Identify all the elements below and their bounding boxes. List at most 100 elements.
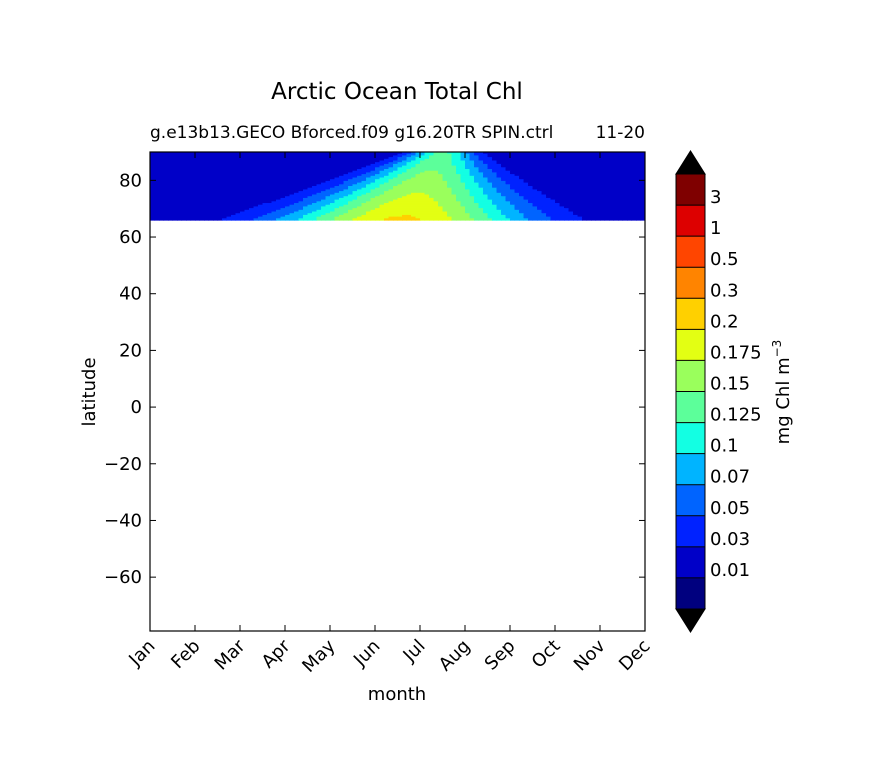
heatmap-cell <box>604 160 610 163</box>
heatmap-cell <box>451 180 457 184</box>
heatmap-cell <box>303 169 309 172</box>
heatmap-cell <box>469 152 475 155</box>
heatmap-cell <box>582 179 588 182</box>
heatmap-cell <box>447 201 453 204</box>
heatmap-cell <box>483 180 489 184</box>
heatmap-cell <box>586 199 592 202</box>
heatmap-cell <box>415 203 421 206</box>
heatmap-cell <box>523 189 529 192</box>
heatmap-cell <box>438 189 444 192</box>
heatmap-cell <box>249 180 255 184</box>
heatmap-cell <box>294 179 300 182</box>
heatmap-cell <box>190 187 196 191</box>
heatmap-cell <box>501 170 507 174</box>
heatmap-cell <box>298 179 304 182</box>
heatmap-cell <box>172 191 178 194</box>
heatmap-cell <box>559 152 565 155</box>
heatmap-cell <box>249 214 255 218</box>
heatmap-cell <box>415 189 421 192</box>
heatmap-cell <box>330 211 336 214</box>
heatmap-cell <box>186 179 192 182</box>
heatmap-cell <box>303 189 309 192</box>
heatmap-cell <box>406 196 412 199</box>
heatmap-cell <box>294 216 300 219</box>
heatmap-cell <box>316 201 322 204</box>
heatmap-cell <box>523 157 529 160</box>
heatmap-cell <box>352 196 358 199</box>
heatmap-cell <box>379 192 385 196</box>
heatmap-cell <box>289 211 295 214</box>
heatmap-cell <box>253 214 259 218</box>
heatmap-cell <box>199 170 205 174</box>
heatmap-cell <box>438 177 444 180</box>
heatmap-cell <box>213 208 219 211</box>
heatmap-cell <box>573 211 579 214</box>
heatmap-cell <box>357 206 363 209</box>
heatmap-cell <box>163 170 169 174</box>
heatmap-cell <box>154 152 160 155</box>
heatmap-cell <box>487 218 493 221</box>
heatmap-cell <box>550 172 556 175</box>
heatmap-cell <box>451 218 457 221</box>
heatmap-cell <box>541 170 547 174</box>
heatmap-cell <box>249 206 255 209</box>
heatmap-cell <box>447 158 453 162</box>
heatmap-cell <box>483 208 489 211</box>
heatmap-cell <box>321 152 327 155</box>
heatmap-cell <box>159 175 165 179</box>
heatmap-cell <box>339 204 345 208</box>
heatmap-cell <box>267 167 273 170</box>
heatmap-cell <box>177 186 183 189</box>
heatmap-cell <box>501 201 507 204</box>
heatmap-cell <box>505 197 511 201</box>
heatmap-cell <box>190 213 196 216</box>
heatmap-cell <box>267 179 273 182</box>
heatmap-cell <box>433 170 439 174</box>
heatmap-cell <box>465 162 471 165</box>
heatmap-cell <box>640 167 645 170</box>
heatmap-cell <box>271 191 277 194</box>
heatmap-cell <box>627 169 633 172</box>
heatmap-cell <box>460 214 466 218</box>
heatmap-cell <box>442 201 448 204</box>
heatmap-cell <box>397 175 403 179</box>
heatmap-cell <box>609 167 615 170</box>
heatmap-cell <box>163 214 169 218</box>
heatmap-cell <box>523 191 529 194</box>
heatmap-cell <box>217 158 223 162</box>
heatmap-cell <box>199 163 205 167</box>
heatmap-cell <box>312 160 318 163</box>
heatmap-cell <box>186 191 192 194</box>
heatmap-cell <box>370 179 376 182</box>
heatmap-cell <box>334 211 340 214</box>
heatmap-cell <box>618 182 624 185</box>
heatmap-cell <box>424 196 430 199</box>
heatmap-cell <box>343 218 349 221</box>
heatmap-cell <box>330 155 336 158</box>
heatmap-cell <box>636 196 642 199</box>
heatmap-cell <box>631 177 637 180</box>
heatmap-cell <box>253 201 259 204</box>
heatmap-cell <box>217 170 223 174</box>
heatmap-cell <box>258 194 264 197</box>
heatmap-cell <box>429 204 435 208</box>
heatmap-cell <box>447 174 453 177</box>
heatmap-cell <box>348 197 354 201</box>
heatmap-cell <box>586 175 592 179</box>
heatmap-cell <box>600 208 606 211</box>
heatmap-cell <box>546 180 552 184</box>
heatmap-cell <box>321 196 327 199</box>
heatmap-cell <box>595 218 601 221</box>
heatmap-cell <box>181 211 187 214</box>
heatmap-cell <box>483 162 489 165</box>
heatmap-cell <box>366 201 372 204</box>
heatmap-cell <box>595 167 601 170</box>
heatmap-cell <box>640 152 645 155</box>
heatmap-cell <box>640 203 645 206</box>
heatmap-cell <box>199 192 205 196</box>
heatmap-cell <box>244 199 250 202</box>
heatmap-cell <box>303 203 309 206</box>
heatmap-cell <box>595 199 601 202</box>
heatmap-cell <box>379 182 385 185</box>
heatmap-cell <box>465 211 471 214</box>
